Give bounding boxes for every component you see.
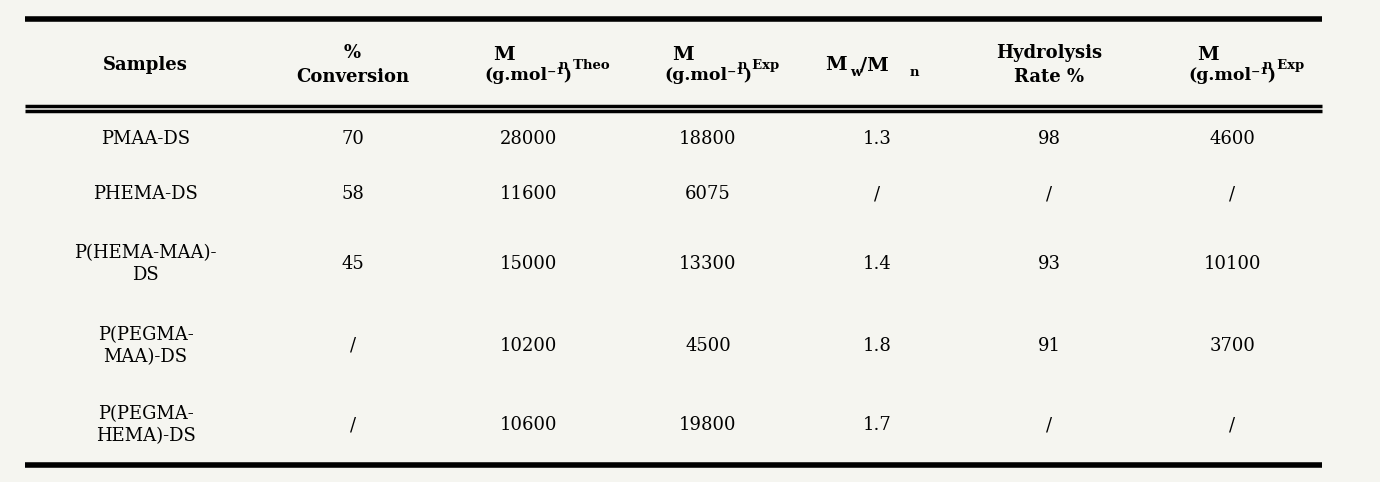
Text: 1.7: 1.7 [862,416,891,434]
Text: (g.mol⁻¹): (g.mol⁻¹) [1188,67,1277,84]
Text: /: / [1230,416,1235,434]
Text: 98: 98 [1038,130,1061,147]
Text: n: n [909,66,919,79]
Text: 1.4: 1.4 [862,255,891,273]
Text: /M: /M [860,56,889,74]
Text: /: / [349,416,356,434]
Text: /: / [1046,416,1053,434]
Text: 28000: 28000 [500,130,558,147]
Text: 18800: 18800 [679,130,737,147]
Text: /: / [874,185,880,203]
Text: (g.mol⁻¹): (g.mol⁻¹) [664,67,752,84]
Text: M: M [1196,46,1219,64]
Text: /: / [1230,185,1235,203]
Text: 1.8: 1.8 [862,337,891,355]
Text: 70: 70 [341,130,364,147]
Text: 45: 45 [341,255,364,273]
Text: 10200: 10200 [500,337,558,355]
Text: 6075: 6075 [684,185,731,203]
Text: %
Conversion: % Conversion [297,44,408,86]
Text: n Theo: n Theo [559,59,610,72]
Text: 3700: 3700 [1209,337,1256,355]
Text: Hydrolysis
Rate %: Hydrolysis Rate % [996,44,1103,86]
Text: PHEMA-DS: PHEMA-DS [94,185,197,203]
Text: n Exp: n Exp [738,59,780,72]
Text: 93: 93 [1038,255,1061,273]
Text: 4500: 4500 [684,337,731,355]
Text: M: M [493,46,515,64]
Text: 10100: 10100 [1203,255,1261,273]
Text: 1.3: 1.3 [862,130,891,147]
Text: P(PEGMA-
MAA)-DS: P(PEGMA- MAA)-DS [98,326,193,366]
Text: w: w [850,66,862,79]
Text: P(HEMA-MAA)-
DS: P(HEMA-MAA)- DS [75,244,217,284]
Text: 4600: 4600 [1209,130,1256,147]
Text: 58: 58 [341,185,364,203]
Text: /: / [1046,185,1053,203]
Text: PMAA-DS: PMAA-DS [101,130,190,147]
Text: 13300: 13300 [679,255,737,273]
Text: 10600: 10600 [500,416,558,434]
Text: /: / [349,337,356,355]
Text: 19800: 19800 [679,416,737,434]
Text: P(PEGMA-
HEMA)-DS: P(PEGMA- HEMA)-DS [95,405,196,445]
Text: 11600: 11600 [500,185,558,203]
Text: (g.mol⁻¹): (g.mol⁻¹) [484,67,573,84]
Text: Samples: Samples [104,56,188,74]
Text: 91: 91 [1038,337,1061,355]
Text: M: M [825,56,846,74]
Text: M: M [672,46,694,64]
Text: n Exp: n Exp [1263,59,1304,72]
Text: 15000: 15000 [500,255,558,273]
